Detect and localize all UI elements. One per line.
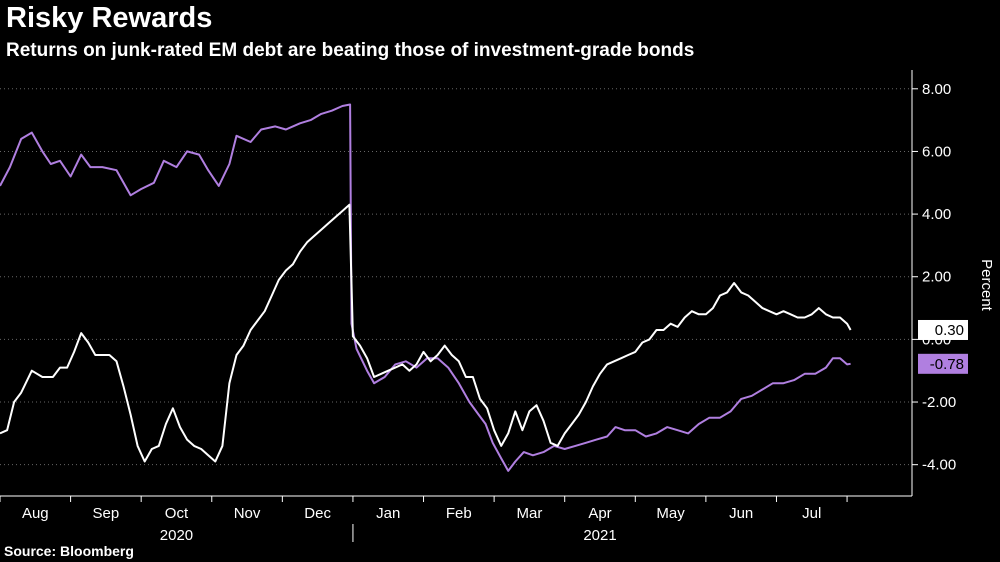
x-tick-label: Aug xyxy=(22,505,49,522)
series-group xyxy=(0,103,852,472)
x-tick-label: Dec xyxy=(304,505,331,522)
x-tick-label: Sep xyxy=(93,505,120,522)
y-tick-label: -2.00 xyxy=(922,394,956,411)
series-line-1 xyxy=(0,103,851,472)
end-label: -0.78 xyxy=(930,356,964,373)
chart-subtitle: Returns on junk-rated EM debt are beatin… xyxy=(6,40,695,61)
end-label-box xyxy=(918,353,968,374)
chart-title: Risky Rewards xyxy=(6,2,213,34)
x-tick-label: Jul xyxy=(802,505,821,522)
source-note: Source: Bloomberg xyxy=(4,543,134,559)
gridlines xyxy=(0,88,912,466)
x-tick-label: Nov xyxy=(234,505,261,522)
y-tick-label: -4.00 xyxy=(922,457,956,474)
x-tick-label: Jan xyxy=(376,505,400,522)
end-labels: -0.78 0.30 xyxy=(918,319,968,374)
y-tick-label: 6.00 xyxy=(922,143,951,160)
x-tick-label: Mar xyxy=(516,505,542,522)
series-line-2 xyxy=(0,203,852,463)
year-label: 2020 xyxy=(160,527,193,544)
x-tick-label: Jun xyxy=(729,505,753,522)
x-tick-label: Oct xyxy=(165,505,189,522)
y-tick-label: 8.00 xyxy=(922,81,951,98)
y-tick-label: 4.00 xyxy=(922,206,951,223)
x-tick-label: Feb xyxy=(446,505,472,522)
x-axis-ticks: Aug Sep Oct Nov Dec Jan Feb Mar Apr May Jun Jul 2020… xyxy=(0,496,848,544)
y-axis-label: Percent xyxy=(978,259,995,312)
year-label: 2021 xyxy=(583,527,616,544)
x-tick-label: May xyxy=(656,505,685,522)
y-tick-label: 2.00 xyxy=(922,269,951,286)
end-label-box xyxy=(918,319,968,340)
x-tick-label: Apr xyxy=(588,505,611,522)
end-label: 0.30 xyxy=(935,322,964,339)
y-axis-ticks: 8.006.004.002.000.00-2.00-4.00 xyxy=(912,81,956,474)
